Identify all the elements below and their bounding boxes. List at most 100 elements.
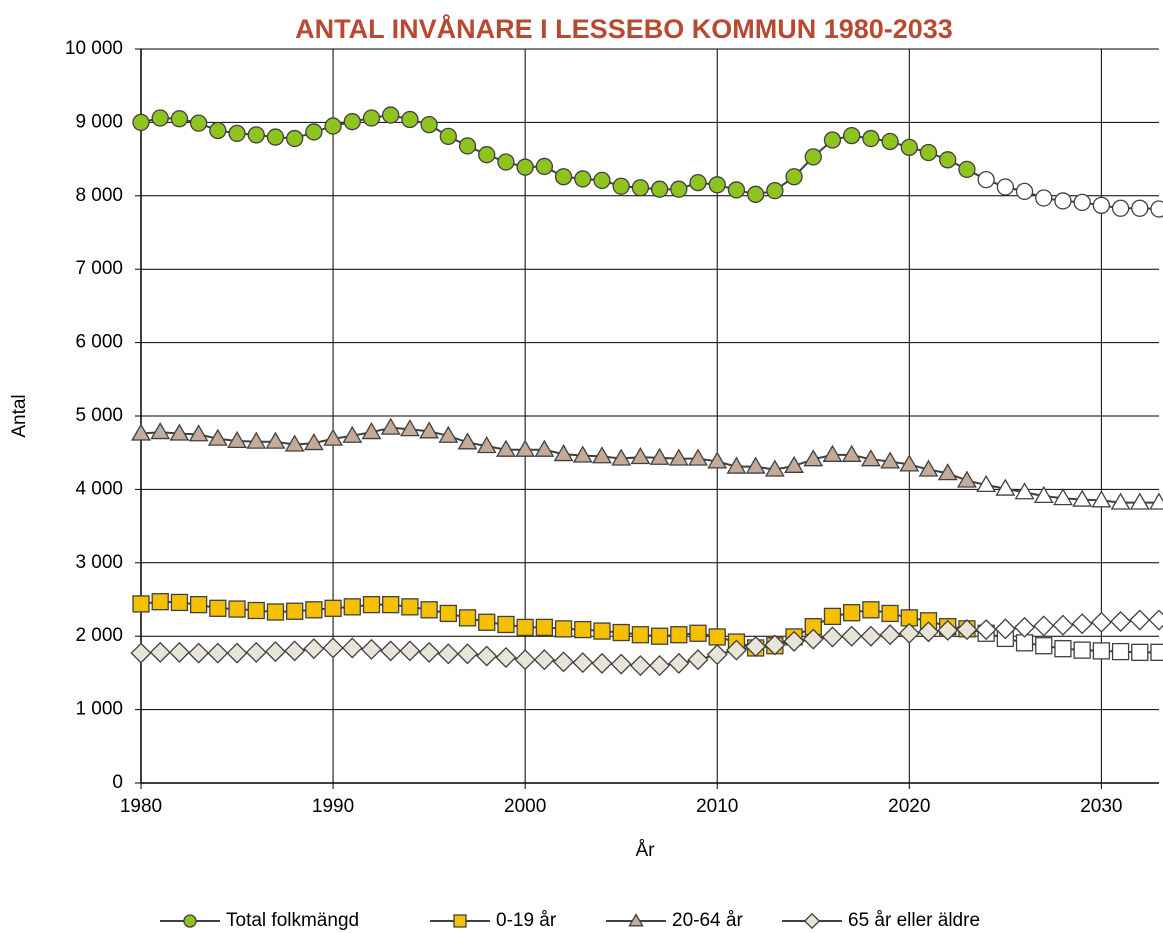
marker [746, 185, 765, 203]
marker [535, 157, 554, 176]
marker [266, 128, 285, 146]
marker [630, 447, 651, 465]
marker [457, 432, 478, 450]
marker [745, 635, 767, 657]
marker [631, 179, 650, 197]
marker [841, 444, 862, 462]
marker [284, 640, 306, 662]
marker [1150, 200, 1163, 218]
marker [132, 595, 150, 613]
marker [687, 649, 709, 671]
legend-marker [628, 913, 644, 927]
marker [554, 168, 573, 186]
marker [612, 623, 630, 642]
marker [497, 615, 515, 634]
marker [593, 171, 611, 190]
marker [303, 638, 325, 660]
marker [668, 448, 689, 466]
marker [341, 637, 363, 659]
marker [649, 447, 670, 465]
marker [266, 603, 285, 621]
marker [553, 444, 574, 462]
marker [515, 439, 536, 457]
marker [1129, 609, 1151, 631]
marker [209, 121, 227, 140]
marker [362, 595, 381, 614]
marker [228, 600, 246, 618]
x-tick-label: 2010 [696, 796, 738, 817]
marker [919, 143, 938, 162]
marker [708, 628, 726, 646]
marker [1092, 642, 1111, 660]
marker [956, 619, 978, 641]
marker [437, 643, 459, 665]
marker [284, 434, 305, 452]
marker [784, 455, 804, 473]
y-tick-label: 6 000 [75, 332, 123, 353]
marker [802, 628, 824, 650]
marker [207, 428, 228, 446]
marker [650, 627, 669, 645]
marker [245, 641, 267, 663]
marker [457, 643, 479, 665]
marker [631, 626, 650, 644]
marker [151, 109, 169, 127]
marker [1111, 642, 1130, 661]
marker [572, 652, 594, 674]
marker [401, 598, 419, 616]
x-tick-label: 1980 [120, 796, 162, 817]
marker [246, 431, 267, 449]
marker [514, 649, 536, 671]
marker [1071, 613, 1093, 635]
marker [881, 132, 899, 151]
marker [419, 421, 440, 439]
marker [937, 463, 958, 481]
y-tick-label: 9 000 [75, 111, 123, 132]
legend-marker [803, 912, 821, 930]
marker [189, 595, 208, 614]
y-tick-label: 7 000 [75, 258, 123, 279]
marker [226, 642, 248, 664]
marker [1035, 637, 1053, 655]
marker [860, 449, 881, 467]
marker [708, 176, 726, 194]
marker [841, 625, 863, 647]
marker [611, 448, 632, 466]
marker [706, 644, 728, 666]
y-tick-label: 10 000 [65, 38, 123, 59]
marker [574, 170, 592, 188]
marker [418, 641, 440, 663]
marker [725, 639, 747, 661]
marker [726, 456, 747, 474]
marker [879, 624, 901, 646]
marker [1111, 199, 1130, 217]
x-tick-label: 1990 [312, 796, 354, 817]
marker [956, 470, 977, 488]
marker [727, 181, 746, 199]
marker [785, 168, 803, 186]
marker [170, 110, 189, 128]
marker [880, 451, 901, 469]
marker [1090, 611, 1112, 633]
marker [209, 599, 227, 617]
y-tick-label: 4 000 [75, 478, 123, 499]
marker [324, 599, 342, 617]
marker [783, 630, 805, 652]
marker [649, 655, 671, 677]
marker [380, 417, 401, 435]
marker [764, 634, 786, 656]
marker [207, 642, 229, 664]
marker [496, 439, 516, 457]
marker [574, 620, 592, 639]
marker [823, 131, 842, 149]
marker [668, 652, 690, 674]
marker [438, 425, 459, 443]
marker [689, 624, 707, 642]
marker [169, 423, 190, 441]
marker [553, 651, 575, 673]
y-tick-label: 2 000 [75, 625, 123, 646]
marker [399, 419, 420, 437]
y-tick-label: 8 000 [75, 185, 123, 206]
marker [1054, 640, 1072, 658]
